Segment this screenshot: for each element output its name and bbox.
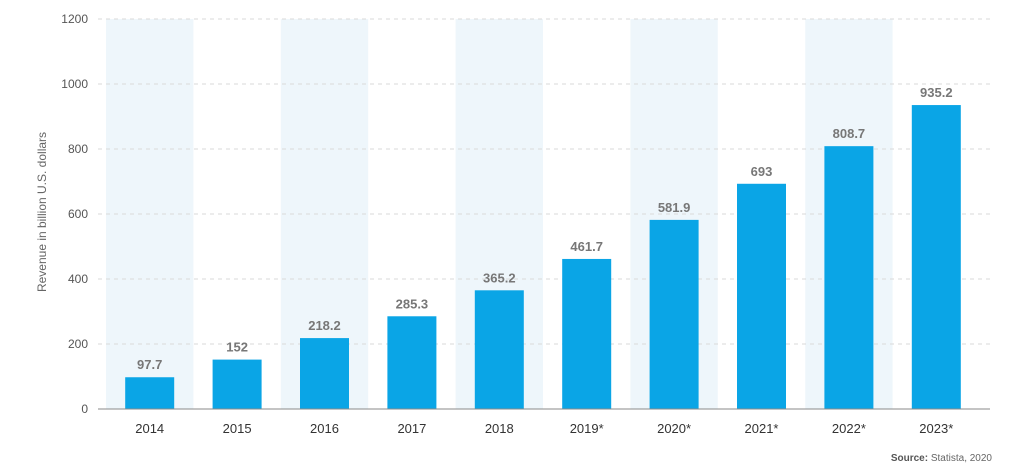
- y-tick-label: 1000: [61, 77, 88, 91]
- data-label: 218.2: [308, 318, 341, 333]
- bar: [125, 377, 175, 409]
- source-label: Source:: [890, 453, 929, 464]
- bar: [562, 258, 612, 409]
- data-label: 693: [751, 164, 773, 179]
- bar: [387, 316, 437, 409]
- data-label: 285.3: [396, 296, 429, 311]
- data-label: 808.7: [833, 126, 866, 141]
- x-tick-label: 2017: [397, 421, 426, 436]
- y-tick-label: 600: [68, 207, 88, 221]
- x-axis-ticks: 2014 2015 2016 2017 2018 2019* 2020* 2021* 2022*…: [135, 421, 953, 436]
- x-tick-label: 2023*: [919, 421, 953, 436]
- bar: [474, 290, 524, 409]
- y-tick-label: 200: [68, 337, 88, 351]
- x-tick-label: 2014: [135, 421, 164, 436]
- bar: [212, 359, 262, 409]
- y-axis-label: Revenue in billion U.S. dollars: [35, 132, 49, 292]
- x-tick-label: 2020*: [657, 421, 691, 436]
- bar: [649, 219, 699, 409]
- data-label: 152: [226, 340, 248, 355]
- x-tick-label: 2015: [223, 421, 252, 436]
- source-text: Statista, 2020: [930, 453, 992, 464]
- x-tick-label: 2021*: [745, 421, 779, 436]
- y-tick-label: 0: [81, 402, 88, 416]
- bar: [737, 183, 786, 409]
- y-axis-ticks: 0 200 400 600 800 1000 1200: [61, 12, 88, 416]
- x-tick-label: 2022*: [832, 421, 866, 436]
- y-tick-label: 800: [68, 142, 88, 156]
- y-tick-label: 1200: [61, 12, 88, 26]
- data-label: 461.7: [570, 239, 603, 254]
- bar: [824, 146, 874, 410]
- bar: [300, 338, 349, 409]
- data-label: 365.2: [483, 270, 516, 285]
- x-tick-label: 2018: [485, 421, 514, 436]
- data-labels: 97.7 152 218.2 285.3 365.2 461.7 581.9 693 808.7…: [137, 85, 953, 372]
- x-tick-label: 2016: [310, 421, 339, 436]
- data-label: 97.7: [137, 357, 162, 372]
- bars: [125, 105, 961, 410]
- data-label: 581.9: [658, 200, 691, 215]
- bar: [911, 105, 961, 409]
- data-label: 935.2: [920, 85, 953, 100]
- x-tick-label: 2019*: [570, 421, 604, 436]
- y-tick-label: 400: [68, 272, 88, 286]
- source-note: Source: Statista, 2020: [891, 453, 992, 464]
